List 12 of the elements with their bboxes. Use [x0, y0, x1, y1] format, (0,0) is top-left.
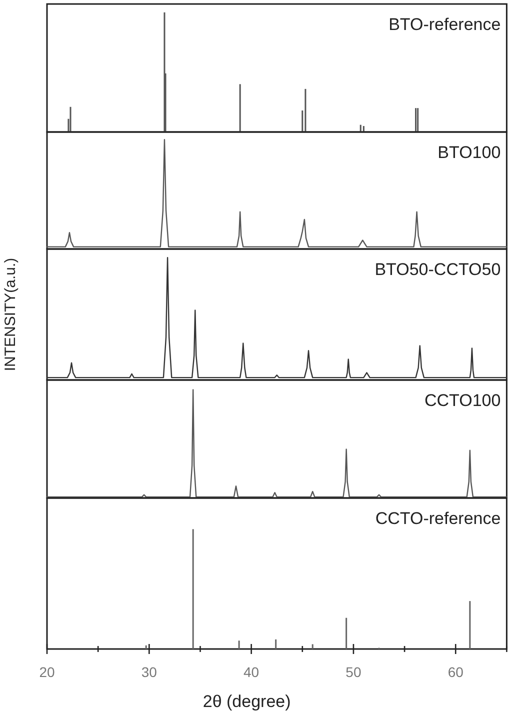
x-tick-label: 50: [346, 664, 362, 680]
x-tick-label: 40: [244, 664, 260, 680]
x-tick-label: 60: [448, 664, 464, 680]
y-axis-title: INTENSITY(a.u.): [2, 258, 19, 372]
text: BTO-reference: [388, 15, 501, 34]
x-tick-label: 30: [141, 664, 158, 680]
text: BTO100: [438, 143, 501, 162]
x-tick-label: 20: [39, 664, 55, 680]
text: CCTO-reference: [375, 509, 501, 528]
x-axis-title: 2θ (degree): [202, 692, 291, 711]
text: CCTO100: [424, 391, 501, 410]
text: BTO50-CCTO50: [374, 260, 501, 279]
